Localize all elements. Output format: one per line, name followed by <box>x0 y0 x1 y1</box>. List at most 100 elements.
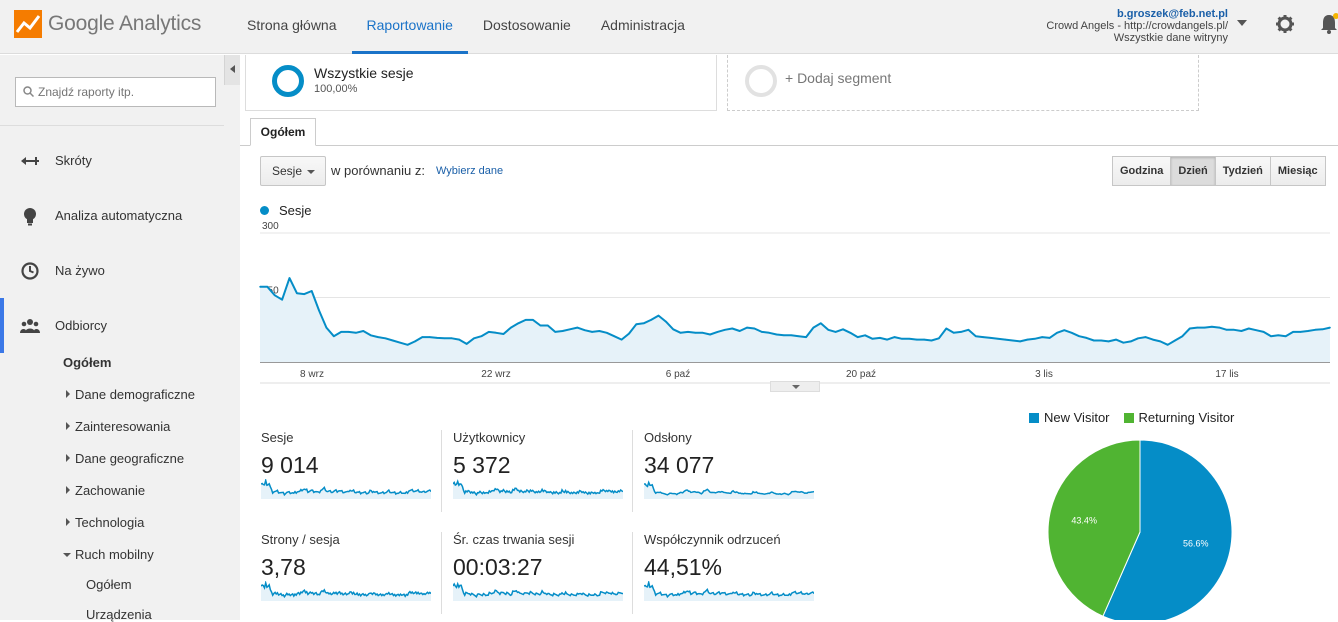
data-point[interactable] <box>665 320 667 323</box>
nav-reporting[interactable]: Raportowanie <box>351 0 468 54</box>
data-point[interactable] <box>1174 339 1176 342</box>
data-point[interactable] <box>930 339 933 342</box>
segment-all-sessions[interactable]: Wszystkie sesje 100,00% <box>245 55 717 111</box>
data-point[interactable] <box>901 338 903 340</box>
data-point[interactable] <box>790 334 793 337</box>
data-point[interactable] <box>473 337 475 340</box>
data-point[interactable] <box>893 336 896 338</box>
sidebar-sub-technology[interactable]: Technologia <box>66 515 144 530</box>
data-point[interactable] <box>1292 331 1294 333</box>
chart-expand-button[interactable] <box>770 381 820 392</box>
data-point[interactable] <box>886 338 888 341</box>
data-point[interactable] <box>377 336 379 338</box>
data-point[interactable] <box>288 277 291 279</box>
data-point[interactable] <box>281 298 283 301</box>
data-point[interactable] <box>421 336 424 338</box>
scorecard[interactable]: Strony / sesja 3,78 <box>250 532 441 614</box>
data-point[interactable] <box>1314 329 1316 331</box>
data-point[interactable] <box>1270 335 1272 337</box>
data-point[interactable] <box>746 326 748 329</box>
scorecard[interactable]: Sesje 9 014 <box>250 430 441 512</box>
data-point[interactable] <box>1225 329 1228 331</box>
data-point[interactable] <box>355 332 357 334</box>
data-point[interactable] <box>797 335 800 337</box>
data-point[interactable] <box>347 331 350 333</box>
data-point[interactable] <box>606 332 608 334</box>
data-point[interactable] <box>576 326 579 329</box>
data-point[interactable] <box>1041 336 1043 338</box>
data-point[interactable] <box>1189 327 1191 330</box>
sidebar-sub-overview[interactable]: Ogółem <box>63 355 112 370</box>
sidebar-sub-interests[interactable]: Zainteresowania <box>66 419 170 434</box>
data-point[interactable] <box>495 332 497 334</box>
sidebar-sub-geo[interactable]: Dane geograficzne <box>66 451 184 466</box>
data-point[interactable] <box>399 341 401 344</box>
data-point[interactable] <box>761 331 763 333</box>
data-point[interactable] <box>406 344 409 346</box>
data-point[interactable] <box>458 338 460 341</box>
data-point[interactable] <box>1056 332 1058 334</box>
sidebar-item-realtime[interactable]: Na żywo <box>0 243 240 298</box>
data-point[interactable] <box>657 314 660 317</box>
data-point[interactable] <box>731 327 734 330</box>
data-point[interactable] <box>369 334 372 337</box>
data-point[interactable] <box>274 294 276 297</box>
data-point[interactable] <box>997 338 999 340</box>
data-point[interactable] <box>967 329 970 331</box>
pie-slice[interactable] <box>1047 440 1141 617</box>
data-point[interactable] <box>1011 339 1014 342</box>
data-point[interactable] <box>820 322 822 325</box>
data-point[interactable] <box>775 333 778 336</box>
scorecard[interactable]: Śr. czas trwania sesji 00:03:27 <box>441 532 632 614</box>
data-point[interactable] <box>1299 331 1302 333</box>
data-point[interactable] <box>1152 338 1154 341</box>
data-point[interactable] <box>1085 337 1088 339</box>
data-point[interactable] <box>702 332 704 334</box>
data-point[interactable] <box>650 319 652 321</box>
data-point[interactable] <box>834 331 837 333</box>
data-point[interactable] <box>1196 326 1198 329</box>
data-point[interactable] <box>783 334 785 337</box>
granularity-day-button[interactable]: Dzień <box>1170 156 1216 186</box>
data-point[interactable] <box>1004 338 1007 341</box>
data-point[interactable] <box>916 338 918 341</box>
sidebar-sub-mobile[interactable]: Ruch mobilny <box>63 547 154 562</box>
data-point[interactable] <box>443 337 446 340</box>
data-point[interactable] <box>1137 337 1139 340</box>
data-point[interactable] <box>687 331 689 333</box>
data-point[interactable] <box>975 335 977 337</box>
data-point[interactable] <box>517 322 520 325</box>
data-point[interactable] <box>1115 338 1117 341</box>
data-point[interactable] <box>591 331 593 333</box>
nav-customization[interactable]: Dostosowanie <box>482 17 571 33</box>
data-point[interactable] <box>620 338 623 341</box>
data-point[interactable] <box>879 337 881 339</box>
account-selector[interactable]: b.groszek@feb.net.pl Crowd Angels - http… <box>1046 8 1228 44</box>
data-point[interactable] <box>1034 338 1036 340</box>
data-point[interactable] <box>1063 329 1066 331</box>
data-point[interactable] <box>908 338 911 340</box>
sidebar-collapse-button[interactable] <box>224 55 240 85</box>
data-point[interactable] <box>310 290 313 292</box>
granularity-hour-button[interactable]: Godzina <box>1112 156 1172 186</box>
data-point[interactable] <box>738 330 741 332</box>
data-point[interactable] <box>1233 329 1235 331</box>
data-point[interactable] <box>532 319 534 321</box>
data-point[interactable] <box>849 332 852 334</box>
data-point[interactable] <box>333 335 335 337</box>
data-point[interactable] <box>842 328 844 331</box>
add-segment[interactable]: + Dodaj segment <box>727 55 1199 111</box>
data-point[interactable] <box>340 331 342 333</box>
pie-slice[interactable] <box>1102 440 1233 620</box>
data-point[interactable] <box>1307 330 1309 332</box>
data-point[interactable] <box>1203 326 1206 329</box>
data-point[interactable] <box>561 330 564 332</box>
data-point[interactable] <box>1159 340 1162 343</box>
tab-overview[interactable]: Ogółem <box>250 118 316 146</box>
data-point[interactable] <box>679 332 682 334</box>
data-point[interactable] <box>952 332 955 334</box>
data-point[interactable] <box>1248 327 1250 330</box>
data-point[interactable] <box>392 339 394 342</box>
sidebar-sub-mobile-overview[interactable]: Ogółem <box>86 577 132 592</box>
data-point[interactable] <box>598 330 601 332</box>
